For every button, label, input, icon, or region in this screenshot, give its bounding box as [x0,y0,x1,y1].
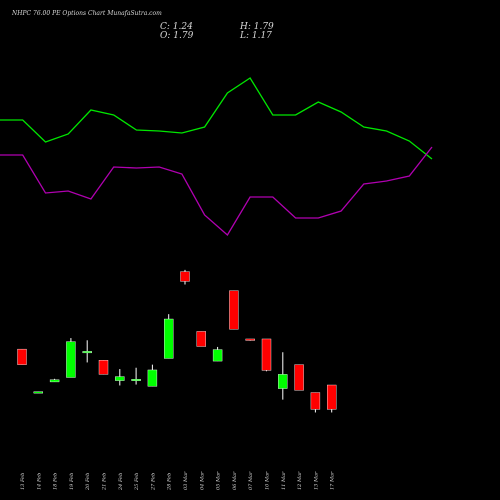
close-value: C: 1.24 [160,22,193,32]
x-tick-label: 06 Mar [232,471,238,490]
candle-body-down [327,384,337,410]
x-tick-label: 17 Mar [330,471,336,490]
candle [98,360,109,375]
candle-body-up [163,318,174,359]
x-axis: 13 Feb 14 Feb 18 Feb 19 Feb 20 Feb 21 Feb 24 F… [20,471,336,491]
candle-body-down [310,392,321,410]
x-tick-label: 24 Feb [118,473,124,491]
candle-body-up [147,369,158,387]
high-value: H: 1.79 [240,22,274,32]
candle [66,338,76,378]
x-tick-label: 03 Mar [183,471,189,490]
x-tick-label: 12 Mar [297,471,303,490]
x-tick-label: 20 Feb [85,473,91,491]
x-tick-label: 28 Feb [167,473,173,491]
candle-body-up [33,391,43,394]
candle [212,346,223,362]
chart-title: NHPC 76.00 PE Options Chart MunafaSutra.… [12,10,162,17]
x-tick-label: 13 Mar [313,471,319,490]
candle-body-down [294,364,304,391]
candle [294,364,304,391]
candle-body-up [278,374,288,389]
candle [82,340,92,363]
x-tick-label: 14 Feb [36,473,42,490]
candle-body-up [82,351,92,354]
candle [147,364,158,387]
candle [310,392,321,413]
x-tick-label: 19 Feb [69,473,75,490]
candle [327,384,337,413]
candle-body-down [261,338,272,371]
candle-body-down [17,348,27,365]
candle [33,391,43,394]
purple-line-series [0,146,433,237]
x-tick-label: 10 Mar [265,471,271,490]
candle [163,314,174,359]
candle [261,338,272,372]
x-tick-label: 25 Feb [134,473,140,491]
x-tick-label: 04 Mar [199,471,205,490]
candle [131,367,141,385]
x-tick-label: 07 Mar [248,471,254,490]
candle [245,338,255,341]
x-tick-label: 27 Feb [150,473,156,491]
candles [17,269,337,413]
candle-body-up [115,376,125,381]
green-line-series [0,77,433,160]
candle-body-down [229,290,239,330]
candle [229,290,239,330]
candle [115,369,125,386]
candle-body-up [131,379,141,381]
x-tick-label: 21 Feb [102,473,108,491]
candle-body-down [98,360,109,375]
x-tick-label: 11 Mar [281,471,287,490]
candle [196,331,207,347]
candle-body-down [245,338,255,341]
candle-body-up [49,379,60,383]
x-tick-label: 05 Mar [216,471,222,490]
x-tick-label: 13 Feb [20,473,26,490]
candle [49,378,60,383]
low-value: L: 1.17 [240,31,272,41]
candle [180,269,190,285]
candle-body-down [196,331,207,347]
candle-body-up [212,349,223,362]
candle-body-down [180,271,190,282]
x-tick-label: 18 Feb [53,473,59,490]
open-value: O: 1.79 [160,31,194,41]
candle [17,348,27,365]
indicator-lines [0,77,433,237]
candle-body-up [66,341,76,378]
candle [278,352,288,400]
